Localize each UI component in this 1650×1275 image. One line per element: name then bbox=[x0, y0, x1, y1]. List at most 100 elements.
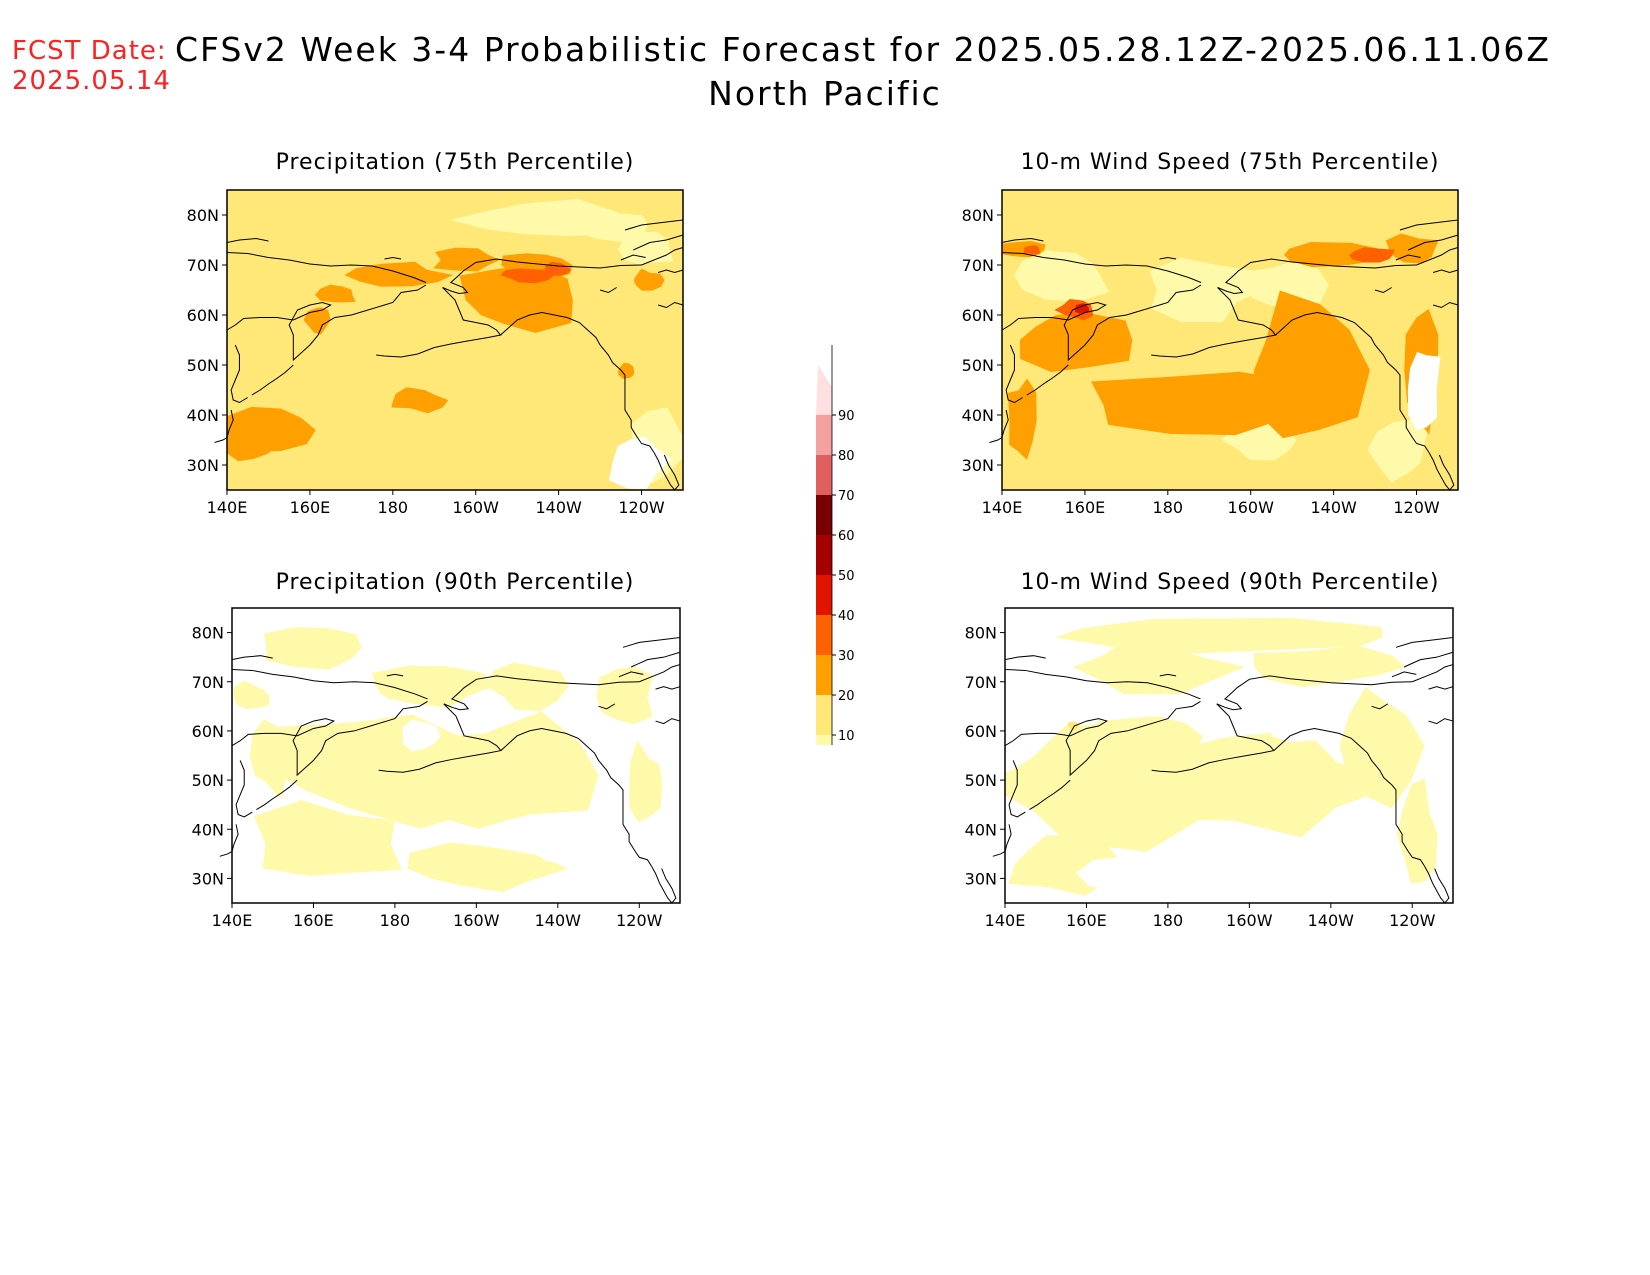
colorbar-segment bbox=[816, 495, 832, 535]
probability-contour bbox=[418, 711, 599, 829]
map-panel-precip-90: 140E 160E 180 160W 140W 120W 80N 70N 60N 50N 40N 30… bbox=[192, 607, 681, 930]
coastline-segment bbox=[655, 686, 681, 690]
panel-title-precip-75: Precipitation (75th Percentile) bbox=[275, 150, 635, 175]
coastline-segment bbox=[1001, 284, 1202, 362]
probability-contour bbox=[608, 436, 672, 490]
fcst-date-caption: FCST Date: bbox=[12, 36, 167, 66]
coastline-segment bbox=[1004, 700, 1201, 777]
colorbar-segment bbox=[816, 655, 832, 695]
coastline-segment bbox=[378, 703, 502, 773]
colorbar-segment bbox=[816, 365, 832, 415]
colorbar-segment bbox=[816, 695, 832, 735]
probability-contour bbox=[433, 247, 500, 272]
lat-tick-label: 70N bbox=[192, 673, 224, 692]
coastline-segment bbox=[1026, 364, 1069, 396]
coastline-segment bbox=[657, 301, 684, 309]
coastline-segment bbox=[1159, 673, 1177, 677]
coastline-segment bbox=[256, 779, 298, 811]
axis-ticks: 140E 160E 180 160W 140W 120W 80N 70N 60N 50N 40N 30… bbox=[965, 624, 1436, 930]
coastline-segment bbox=[1151, 703, 1275, 773]
coastline-segment bbox=[1432, 301, 1459, 309]
axis-ticks: 140E 160E 180 160W 140W 120W 80N 70N 60N 50N 40N 30… bbox=[187, 206, 665, 517]
probability-contour bbox=[459, 265, 573, 333]
coastline-segment bbox=[500, 727, 652, 867]
coastline-segment bbox=[633, 234, 684, 251]
colorbar-segment bbox=[816, 535, 832, 575]
lon-tick-label: 160W bbox=[1228, 498, 1275, 517]
lat-tick-label: 70N bbox=[187, 256, 219, 275]
colorbar-segment bbox=[816, 455, 832, 495]
colorbar-label: 60 bbox=[838, 529, 855, 544]
coastline-segment bbox=[992, 824, 1012, 857]
lat-tick-label: 70N bbox=[962, 256, 994, 275]
coastline-segment bbox=[1391, 671, 1417, 678]
colorbar-segment bbox=[816, 615, 832, 655]
map-panel-precip-75: 140E 160E 180 160W 140W 120W 80N 70N 60N 50N 40N 30… bbox=[187, 189, 684, 517]
colorbar-label: 90 bbox=[838, 409, 855, 424]
lat-tick-label: 60N bbox=[187, 306, 219, 325]
lon-tick-label: 180 bbox=[1153, 498, 1184, 517]
probability-contour bbox=[263, 627, 362, 670]
probability-contour bbox=[1396, 778, 1438, 885]
lon-tick-label: 120W bbox=[1393, 498, 1440, 517]
coastline-segment bbox=[624, 219, 684, 231]
coastline-segment bbox=[214, 409, 234, 443]
coastline-segment bbox=[219, 824, 239, 857]
colorbar-label: 30 bbox=[838, 649, 855, 664]
coastline bbox=[219, 637, 681, 904]
probability-contour bbox=[617, 231, 674, 265]
lat-tick-label: 80N bbox=[962, 206, 994, 225]
coastline-segment bbox=[1424, 865, 1450, 904]
coastline-segment bbox=[1395, 637, 1454, 648]
probability-contour bbox=[352, 692, 387, 722]
coastline-segment bbox=[1029, 779, 1071, 811]
colorbar: 10 20 30 40 50 60 70 80 90 bbox=[816, 345, 855, 745]
lon-tick-label: 140E bbox=[982, 498, 1023, 517]
probability-contour bbox=[1019, 313, 1133, 373]
lat-tick-label: 30N bbox=[187, 456, 219, 475]
coastline-segment bbox=[1275, 311, 1430, 453]
lat-tick-label: 50N bbox=[187, 356, 219, 375]
coastline-segment bbox=[1216, 675, 1413, 711]
coastline-segment bbox=[500, 311, 655, 453]
coastline-segment bbox=[1428, 718, 1454, 725]
coastline-segment bbox=[1004, 655, 1046, 661]
coastline-segment bbox=[1217, 258, 1417, 295]
colorbar-label: 10 bbox=[838, 729, 855, 744]
lon-tick-label: 120W bbox=[1389, 911, 1436, 930]
probability-contour bbox=[344, 261, 454, 287]
coastline-segment bbox=[1273, 727, 1425, 867]
probability-contour bbox=[1124, 728, 1397, 838]
coastline-segment bbox=[599, 287, 617, 294]
fcst-date-value: 2025.05.14 bbox=[12, 66, 171, 96]
probability-contour bbox=[618, 362, 635, 379]
probability-contour bbox=[428, 647, 484, 668]
probability-contour bbox=[1339, 686, 1425, 809]
lat-tick-label: 40N bbox=[962, 406, 994, 425]
coastline-segment bbox=[657, 269, 684, 274]
lat-tick-label: 30N bbox=[965, 869, 997, 888]
probability-contour bbox=[1367, 419, 1428, 483]
probability-contour bbox=[1067, 721, 1079, 732]
coastline-segment bbox=[989, 409, 1009, 443]
coastline-segment bbox=[1395, 254, 1421, 261]
map-fill bbox=[227, 190, 683, 490]
coastline-segment bbox=[1005, 344, 1023, 404]
coastline-segment bbox=[1151, 287, 1277, 358]
coastline-segment bbox=[1399, 219, 1459, 231]
lat-tick-label: 30N bbox=[192, 869, 224, 888]
probability-contour bbox=[1283, 242, 1381, 268]
probability-contour bbox=[407, 842, 569, 893]
lon-tick-label: 160W bbox=[453, 498, 500, 517]
coastline-segment bbox=[235, 760, 253, 818]
coastline-segment bbox=[1374, 287, 1392, 294]
lon-tick-label: 140W bbox=[535, 911, 582, 930]
probability-contour bbox=[391, 387, 449, 414]
probability-contour bbox=[569, 210, 648, 242]
lon-tick-label: 120W bbox=[618, 498, 665, 517]
probability-contour bbox=[1075, 852, 1290, 891]
colorbar-segment bbox=[816, 735, 832, 745]
probability-contour bbox=[1253, 645, 1406, 688]
coastline-segment bbox=[1159, 256, 1177, 260]
coastline-segment bbox=[630, 651, 681, 668]
